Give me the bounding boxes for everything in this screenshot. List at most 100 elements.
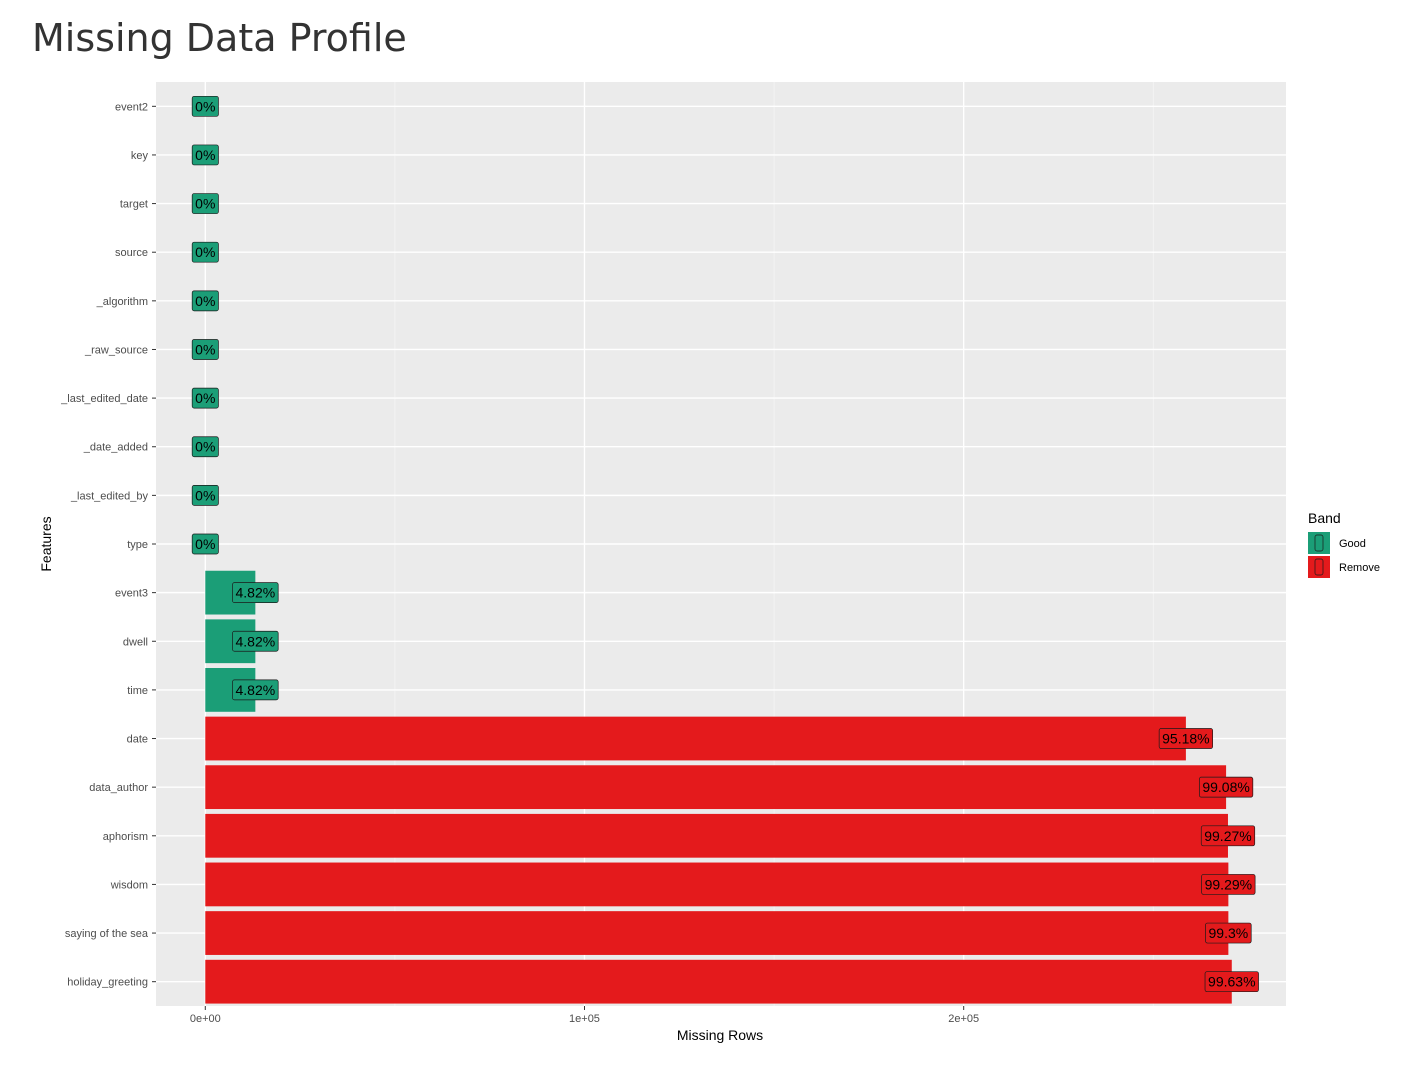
data-label-text: 99.63% [1208, 974, 1255, 990]
y-tick-label: event3 [115, 588, 148, 600]
legend-label: Remove [1339, 562, 1380, 574]
data-label: 0% [191, 533, 219, 555]
data-label: 4.82% [232, 679, 279, 701]
y-tick-label: _algorithm [96, 296, 148, 308]
data-label-text: 0% [195, 147, 215, 163]
data-label-box [1198, 776, 1254, 798]
data-label: 0% [191, 485, 219, 506]
data-labels: 0% 0% 0% 0% 0% 0% 0% 0% 0% 0% 4.82% 4.82% 4.82% 95.18… [191, 95, 1259, 993]
bars [205, 570, 1232, 1004]
bar-saying-of-the-sea [205, 911, 1229, 955]
y-tick-label: target [120, 199, 148, 211]
data-label-box [191, 95, 219, 117]
chart-title: Missing Data Profile [32, 16, 407, 60]
data-label-text: 0% [195, 536, 215, 552]
data-label-text: 4.82% [235, 585, 275, 601]
x-axis-title: Missing Rows [677, 1027, 763, 1043]
data-label-box [191, 144, 219, 166]
data-label-text: 99.08% [1202, 779, 1249, 795]
legend-label: Good [1339, 538, 1366, 550]
data-label-box [191, 533, 219, 555]
y-tick-label: aphorism [103, 831, 148, 843]
data-label-text: 0% [195, 293, 215, 309]
y-axis: event2 key target source _algorithm _raw_sour… [60, 101, 156, 989]
legend: Band Good Remove [1308, 510, 1380, 578]
data-label: 4.82% [232, 582, 279, 603]
y-tick-label: event2 [115, 101, 148, 113]
data-label-text: 0% [195, 244, 215, 260]
y-axis-title: Features [38, 516, 54, 571]
y-tick-label: dwell [123, 636, 148, 648]
y-tick-label: type [127, 539, 148, 551]
data-label-text: 4.82% [235, 682, 275, 698]
data-label-box [191, 485, 219, 506]
bar-wisdom [205, 862, 1229, 907]
data-label-text: 0% [195, 196, 215, 212]
legend-key-glyph [1314, 534, 1324, 552]
y-tick-label: wisdom [110, 879, 148, 891]
y-tick-label: key [131, 150, 149, 162]
data-label-text: 99.27% [1204, 828, 1251, 844]
data-label: 99.27% [1200, 825, 1256, 847]
data-label-box [1204, 971, 1259, 993]
data-label-text: 0% [195, 98, 215, 114]
data-label: 0% [191, 144, 219, 166]
data-label-text: 0% [195, 390, 215, 406]
y-tick-label: _date_added [83, 442, 148, 454]
data-label-box [232, 679, 279, 701]
data-label-text: 4.82% [235, 633, 275, 649]
data-label-box [232, 630, 279, 652]
bar-date [205, 716, 1186, 761]
data-label-text: 0% [195, 487, 215, 503]
data-label-box [191, 339, 219, 360]
y-tick-label: _last_edited_date [60, 393, 148, 405]
data-label-box [1205, 922, 1252, 944]
data-label-text: 99.3% [1209, 925, 1249, 941]
legend-item-remove: Remove [1308, 556, 1380, 578]
data-label-text: 95.18% [1162, 731, 1209, 747]
y-tick-label: data_author [89, 782, 148, 794]
data-label-box [191, 436, 219, 458]
data-label-box [1201, 874, 1256, 895]
x-tick-label: 1e+05 [569, 1013, 600, 1025]
data-label: 0% [191, 339, 219, 360]
y-tick-label: _raw_source [84, 344, 148, 356]
bar-aphorism [205, 813, 1228, 858]
data-label-box [191, 241, 219, 263]
y-tick-label: saying of the sea [65, 928, 149, 940]
y-tick-label: holiday_greeting [67, 977, 148, 989]
data-label: 0% [191, 193, 219, 214]
data-label-text: 0% [195, 439, 215, 455]
x-tick-label: 0e+00 [190, 1013, 221, 1025]
y-tick-label: date [127, 734, 148, 746]
data-label-box [191, 387, 219, 409]
data-label: 0% [191, 95, 219, 117]
bar-holiday-greeting [205, 959, 1232, 1004]
y-tick-label: _last_edited_by [70, 490, 149, 502]
x-tick-label: 2e+05 [948, 1013, 979, 1025]
data-label-box [1158, 728, 1213, 749]
legend-title: Band [1308, 510, 1341, 526]
data-label-box [191, 290, 219, 312]
legend-key-glyph [1314, 558, 1324, 576]
data-label: 95.18% [1158, 728, 1213, 749]
data-label: 99.3% [1205, 922, 1252, 944]
data-label: 0% [191, 290, 219, 312]
data-label: 99.08% [1198, 776, 1254, 798]
legend-item-good: Good [1308, 532, 1366, 554]
data-label-text: 99.29% [1205, 876, 1252, 892]
data-label: 4.82% [232, 630, 279, 652]
data-label-box [191, 193, 219, 214]
data-label-text: 0% [195, 341, 215, 357]
data-label-box [232, 582, 279, 603]
y-tick-label: time [127, 685, 148, 697]
x-axis: 0e+00 1e+05 2e+05 [190, 1006, 979, 1025]
data-label: 0% [191, 387, 219, 409]
bar-data-author [205, 765, 1227, 810]
data-label: 99.63% [1204, 971, 1259, 993]
data-label: 0% [191, 241, 219, 263]
y-tick-label: source [115, 247, 148, 259]
data-label-box [1200, 825, 1256, 847]
data-label: 99.29% [1201, 874, 1256, 895]
